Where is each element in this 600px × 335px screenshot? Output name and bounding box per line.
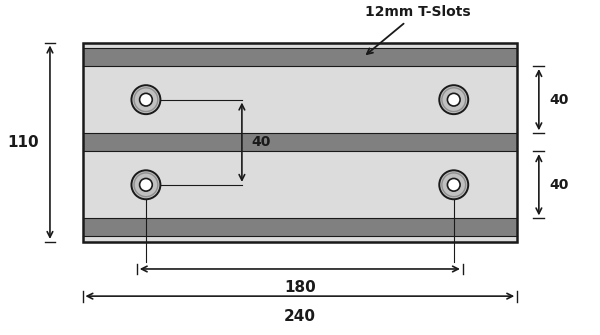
Bar [83,151,517,218]
Text: 12mm T-Slots: 12mm T-Slots [365,5,470,54]
Bar [83,43,517,242]
Text: 40: 40 [550,178,569,192]
Bar [83,133,517,151]
Circle shape [439,170,468,199]
Bar [83,66,517,133]
Circle shape [140,179,152,191]
Bar [83,43,517,48]
Text: 180: 180 [284,280,316,295]
Circle shape [439,85,468,114]
Text: 110: 110 [7,135,39,150]
Bar [83,237,517,242]
Circle shape [140,93,152,106]
Circle shape [448,179,460,191]
Text: 40: 40 [550,93,569,107]
Text: 240: 240 [284,309,316,324]
Circle shape [131,170,160,199]
Circle shape [131,85,160,114]
Text: 40: 40 [251,135,271,149]
Circle shape [448,93,460,106]
Bar [83,48,517,66]
Bar [83,218,517,237]
